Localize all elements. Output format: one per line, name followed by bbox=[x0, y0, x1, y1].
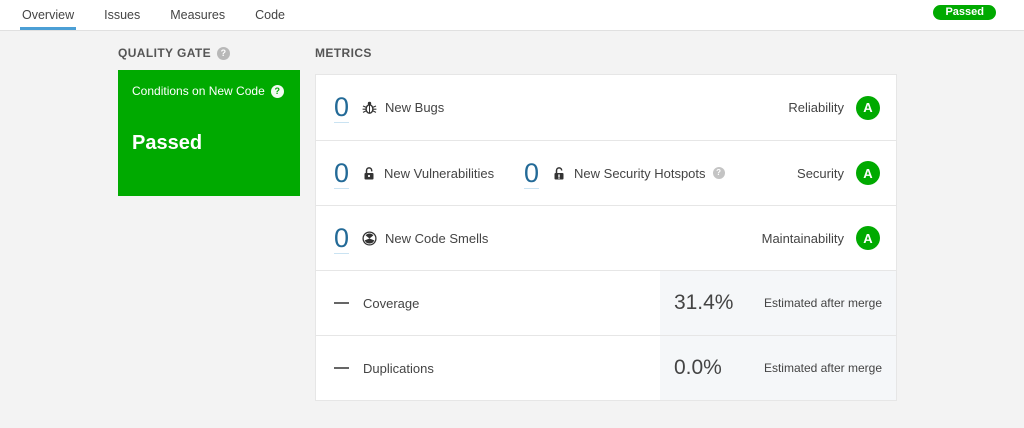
reliability-label: Reliability bbox=[788, 100, 844, 115]
dash-icon bbox=[334, 367, 349, 369]
reliability-rating-badge[interactable]: A bbox=[856, 95, 880, 120]
new-security-hotspots-label: New Security Hotspots bbox=[574, 165, 706, 181]
new-vulnerabilities-label: New Vulnerabilities bbox=[384, 165, 495, 181]
new-bugs-value[interactable]: 0 bbox=[334, 92, 350, 123]
tab-issues[interactable]: Issues bbox=[104, 8, 141, 22]
quality-gate-conditions-label: Conditions on New Code bbox=[132, 84, 265, 98]
duplications-estimate-note: Estimated after merge bbox=[763, 361, 882, 375]
metric-row-maintainability: 0 New Code Smells Maintai bbox=[316, 205, 896, 270]
coverage-value: 31.4% bbox=[673, 291, 734, 314]
metrics-heading: METRICS bbox=[315, 46, 372, 60]
new-bugs-label: New Bugs bbox=[385, 100, 445, 115]
measure-new-code-smells: 0 New Code Smells bbox=[334, 223, 524, 254]
security-label: Security bbox=[797, 165, 844, 181]
new-vulnerabilities-value[interactable]: 0 bbox=[334, 157, 350, 189]
coverage-estimate-note: Estimated after merge bbox=[763, 296, 882, 310]
security-rating-badge[interactable]: A bbox=[856, 161, 880, 185]
coverage-label: Coverage bbox=[363, 295, 420, 311]
metrics-section: METRICS 0 bbox=[315, 44, 897, 401]
status-badge: Passed bbox=[933, 5, 996, 20]
metrics-card: 0 bbox=[315, 74, 897, 401]
metric-row-bugs: 0 bbox=[316, 75, 896, 140]
duplications-estimate-panel: 0.0% Estimated after merge bbox=[659, 336, 896, 400]
metric-row-duplications: Duplications 0.0% Estimated after merge bbox=[316, 335, 896, 400]
tab-bar: Overview Issues Measures Code Passed bbox=[0, 0, 1024, 31]
duplications-value: 0.0% bbox=[673, 356, 722, 379]
measure-coverage: Coverage bbox=[334, 296, 524, 311]
maintainability-label: Maintainability bbox=[761, 230, 844, 246]
quality-gate-panel: Conditions on New Code Passed bbox=[118, 70, 300, 196]
coverage-estimate-panel: 31.4% Estimated after merge bbox=[659, 271, 896, 335]
measure-new-security-hotspots: 0 New Security Hotspots bbox=[524, 158, 725, 189]
tab-code[interactable]: Code bbox=[255, 8, 286, 22]
quality-gate-heading: QUALITY GATE bbox=[118, 44, 300, 62]
quality-gate-section: QUALITY GATE Conditions on New Code Pass… bbox=[118, 44, 300, 401]
tab-overview[interactable]: Overview bbox=[20, 0, 77, 30]
code-smell-icon bbox=[362, 230, 377, 246]
help-icon[interactable] bbox=[712, 167, 725, 179]
bug-icon bbox=[362, 100, 377, 115]
measure-duplications: Duplications bbox=[334, 361, 524, 376]
security-hotspot-lock-icon bbox=[552, 166, 566, 181]
measure-new-bugs: 0 bbox=[334, 92, 524, 123]
overview-content: QUALITY GATE Conditions on New Code Pass… bbox=[0, 31, 1024, 401]
metric-row-coverage: Coverage 31.4% Estimated after merge bbox=[316, 270, 896, 335]
tab-measures[interactable]: Measures bbox=[170, 8, 226, 22]
new-security-hotspots-value[interactable]: 0 bbox=[524, 157, 540, 189]
maintainability-rating-badge[interactable]: A bbox=[856, 226, 880, 250]
measure-new-vulnerabilities: 0 New Vulnerabilities bbox=[334, 158, 524, 189]
metric-row-security: 0 New Vulnerabilities 0 bbox=[316, 140, 896, 205]
help-icon[interactable] bbox=[270, 84, 284, 98]
new-code-smells-value[interactable]: 0 bbox=[334, 222, 350, 254]
quality-gate-status: Passed bbox=[132, 132, 203, 154]
dash-icon bbox=[334, 302, 349, 304]
quality-gate-heading-label: QUALITY GATE bbox=[118, 46, 212, 60]
help-icon[interactable] bbox=[217, 46, 231, 60]
duplications-label: Duplications bbox=[363, 360, 434, 376]
new-code-smells-label: New Code Smells bbox=[385, 230, 489, 246]
vulnerability-lock-icon bbox=[362, 166, 376, 181]
